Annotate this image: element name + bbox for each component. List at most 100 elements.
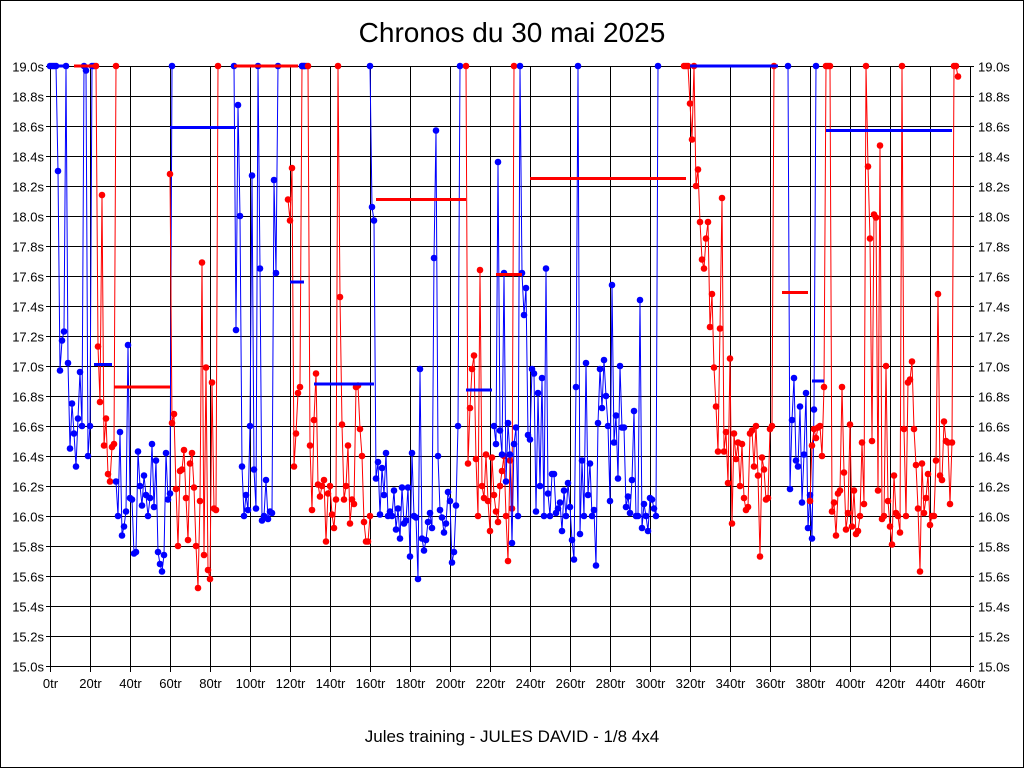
data-point [862,62,870,70]
y-tick-label-left: 16.8s [12,390,44,405]
data-point [864,163,872,170]
data-point [56,367,64,374]
y-tick-label-left: 15.8s [12,540,44,555]
data-point [922,494,930,502]
data-point [740,494,748,502]
data-point [152,457,160,464]
data-point [840,469,848,476]
data-point [650,505,658,512]
data-point [684,62,692,70]
data-point [502,512,510,520]
series-red-4 [304,62,374,545]
data-point [842,526,850,533]
data-point [908,358,916,365]
data-point [948,439,956,446]
data-point [250,466,258,473]
x-tick-label: 240tr [516,676,546,691]
data-point [900,425,908,433]
data-point [112,478,120,485]
data-point [930,512,938,520]
data-point [268,509,276,517]
y-tick-label-right: 15.6s [978,570,1010,585]
data-point [718,194,726,202]
data-point [150,503,158,511]
data-point [160,551,168,559]
data-point [188,449,196,457]
data-point [76,368,84,376]
data-point [722,428,730,436]
data-point [166,170,174,178]
data-point [374,458,382,466]
data-point [256,265,264,272]
data-point [812,62,820,70]
y-tick-label-right: 15.2s [978,630,1010,645]
data-point [520,311,528,319]
y-tick-label-left: 17.0s [12,360,44,375]
data-point [792,457,800,464]
data-point [100,442,108,449]
data-point [72,463,80,470]
data-point [860,500,868,508]
data-point [578,457,586,464]
y-tick-label-left: 17.4s [12,300,44,315]
data-point [252,505,260,512]
data-point [424,518,432,526]
y-tick-label-left: 16.6s [12,420,44,435]
data-point [214,62,222,70]
series-line [787,65,817,539]
data-point [292,430,300,437]
data-point [138,502,146,509]
data-point [264,515,272,523]
data-point [530,370,538,377]
data-point [450,548,458,556]
y-tick-label-right: 15.4s [978,600,1010,615]
data-point [508,505,516,512]
data-point [182,494,190,502]
x-tick-label: 340tr [716,676,746,691]
data-point [196,497,204,505]
data-point [284,196,292,203]
data-point [914,505,922,512]
data-point [828,508,836,515]
data-point [910,425,918,433]
data-point [906,376,914,383]
data-point [568,536,576,544]
data-point [556,499,564,506]
data-point [572,383,580,391]
data-point [174,542,182,550]
y-tick-label-right: 19.0s [978,60,1010,75]
series-blue-1 [46,62,98,470]
data-point [628,476,636,484]
data-point [92,62,100,70]
data-point [838,383,846,391]
x-tick-label: 380tr [796,676,826,691]
data-point [806,497,814,505]
data-point [640,500,648,508]
data-point [706,323,714,331]
data-point [494,518,502,526]
data-point [800,451,808,458]
data-point [164,496,172,503]
data-point [894,512,902,520]
data-point [262,476,270,484]
data-point [790,374,798,382]
data-point [124,341,132,349]
data-point [558,527,566,535]
data-point [346,520,354,527]
data-point [582,359,590,367]
data-point [444,488,452,496]
y-tick-label-right: 16.6s [978,420,1010,435]
data-point [898,62,906,70]
data-point [86,422,94,430]
data-point [926,521,934,529]
chart-title: Chronos du 30 mai 2025 [359,17,666,48]
data-point [304,62,312,70]
data-point [466,404,474,412]
series-blue-6 [490,62,662,569]
data-point [816,422,824,430]
data-point [902,512,910,520]
data-point [506,451,514,458]
data-point [140,472,148,479]
data-point [592,562,600,569]
